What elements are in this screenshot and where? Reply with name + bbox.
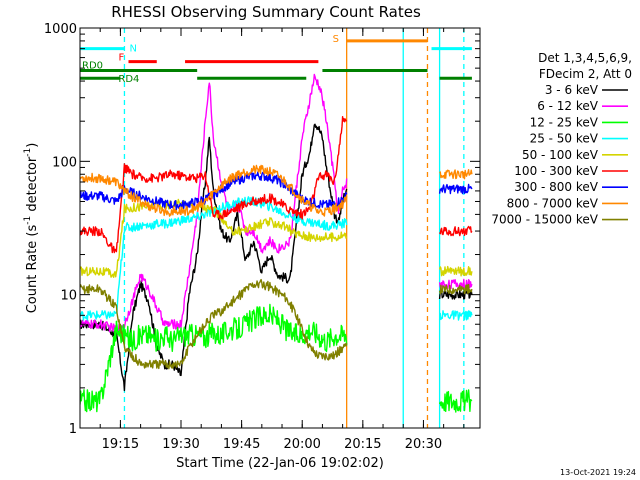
y-axis-label-exponent: -1	[23, 216, 33, 225]
series-line	[80, 123, 473, 392]
legend-entry-label: 300 - 800 keV	[514, 180, 598, 194]
y-axis-label-part: )	[25, 143, 40, 148]
flag-label: F	[118, 53, 124, 64]
y-axis-label-part: detector	[25, 156, 40, 216]
legend-entry-label: 3 - 6 keV	[545, 83, 599, 97]
legend-entry-label: 800 - 7000 keV	[507, 196, 599, 210]
y-axis-ticks: 1 10 100 1000	[44, 22, 480, 437]
y-axis-label: Count Rate (s-1 detector-1)	[23, 143, 40, 314]
x-axis-ticks: 19:15 19:30 19:45 20:00 20:15 20:30	[79, 28, 465, 452]
series-line	[80, 116, 473, 254]
legend-entry-label: 50 - 100 keV	[522, 148, 599, 162]
flag-label: S	[333, 34, 339, 45]
flag-label: N	[129, 44, 136, 55]
y-tick-label: 100	[52, 155, 77, 170]
series-line	[80, 164, 473, 217]
flag-label: RD4	[118, 74, 139, 85]
legend-entry-label: 100 - 300 keV	[514, 164, 598, 178]
legend-entry-label: 7000 - 15000 keV	[491, 213, 598, 227]
y-tick-label: 1000	[44, 22, 77, 37]
x-tick-label: 19:15	[102, 437, 139, 452]
legend-entry-label: 25 - 50 keV	[530, 132, 599, 146]
y-tick-label: 1	[69, 422, 77, 437]
x-tick-label: 19:45	[223, 437, 260, 452]
legend-header-line: FDecim 2, Att 0	[539, 67, 632, 81]
x-tick-label: 20:00	[283, 437, 320, 452]
plot-frame	[79, 27, 481, 429]
series-lines	[80, 73, 473, 413]
series-line	[80, 198, 473, 278]
x-tick-label: 19:30	[162, 437, 199, 452]
y-tick-label: 10	[60, 289, 77, 304]
flag-bars	[80, 39, 472, 80]
series-line	[80, 196, 473, 321]
footer-timestamp: 13-Oct-2021 19:24	[560, 468, 636, 477]
chart-title: RHESSI Observing Summary Count Rates	[111, 3, 421, 21]
series-line	[80, 171, 473, 211]
legend: Det 1,3,4,5,6,9, FDecim 2, Att 0 3 - 6 k…	[491, 51, 632, 227]
series-line	[80, 278, 473, 370]
x-axis-label: Start Time (22-Jan-06 19:02:02)	[176, 456, 384, 471]
y-axis-label-exponent: -1	[23, 148, 33, 157]
y-axis-label-part: Count Rate (s	[25, 225, 40, 314]
legend-entry-label: 12 - 25 keV	[530, 115, 599, 129]
legend-entry-label: 6 - 12 keV	[537, 99, 599, 113]
legend-header-line: Det 1,3,4,5,6,9,	[538, 51, 632, 65]
series-line	[80, 303, 473, 413]
flag-label: RD0	[82, 61, 103, 72]
x-tick-label: 20:30	[405, 437, 442, 452]
x-tick-label: 20:15	[344, 437, 381, 452]
